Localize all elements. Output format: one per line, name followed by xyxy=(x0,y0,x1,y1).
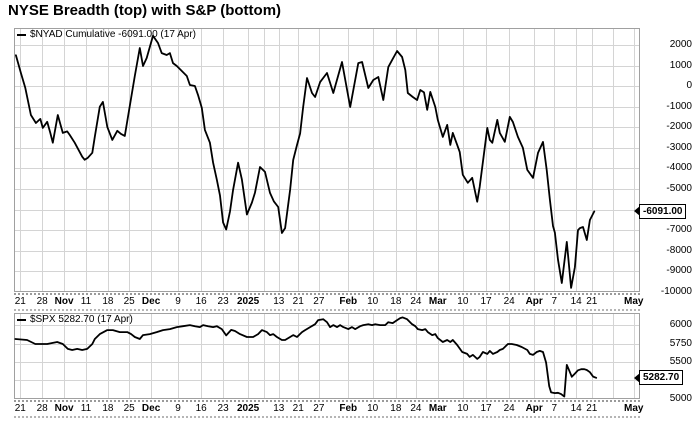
value-arrow-icon xyxy=(634,372,640,383)
x-tick-label: 28 xyxy=(36,296,48,307)
x-tick-label: 10 xyxy=(367,403,379,414)
x-tick-label: 7 xyxy=(551,296,558,307)
x-tick-label: 7 xyxy=(551,403,558,414)
x-tick-label: 21 xyxy=(14,403,26,414)
x-tick-label: 10 xyxy=(457,296,469,307)
x-tick-label: 13 xyxy=(273,296,285,307)
y-tick-label: -5000 xyxy=(666,182,692,194)
nyad-legend: $NYAD Cumulative -6091.00 (17 Apr) xyxy=(17,29,196,40)
x-tick-label: 27 xyxy=(313,403,325,414)
x-tick-label: 21 xyxy=(14,296,26,307)
x-tick-label: 18 xyxy=(102,296,114,307)
y-tick-label: -3000 xyxy=(666,141,692,153)
x-tick-label: 11 xyxy=(80,403,92,414)
x-tick-label: Apr xyxy=(525,403,543,414)
plot-border xyxy=(14,313,640,399)
x-tick-label: 13 xyxy=(273,403,285,414)
x-tick-label: 21 xyxy=(586,296,598,307)
nyad-cumulative-plot xyxy=(14,28,640,292)
x-tick-label: 21 xyxy=(292,403,304,414)
y-tick-label: -2000 xyxy=(666,121,692,133)
nyad-last-value: -6091.00 xyxy=(639,203,687,219)
x-tick-label: Feb xyxy=(339,296,358,307)
x-tick-label: 10 xyxy=(367,296,379,307)
y-tick-label: -9000 xyxy=(666,265,692,277)
x-tick-label: 25 xyxy=(123,296,135,307)
x-tick-label: 10 xyxy=(457,403,469,414)
y-tick-label: -8000 xyxy=(666,244,692,256)
x-tick-label: May xyxy=(624,403,644,414)
spx-legend: $SPX 5282.70 (17 Apr) xyxy=(17,314,133,325)
nyad-legend-label: $NYAD Cumulative -6091.00 (17 Apr) xyxy=(30,29,197,40)
x-tick-label: 14 xyxy=(570,403,582,414)
spx-x-axis: 21 28 Nov 11 18 25 Dec 9 16 23 2025 13 21 27 Feb 10 18 24… xyxy=(14,400,644,418)
x-tick-label: 9 xyxy=(175,403,181,414)
value-arrow-icon xyxy=(634,206,640,217)
x-tick-label: 9 xyxy=(175,296,181,307)
spx-legend-label: $SPX 5282.70 (17 Apr) xyxy=(30,314,133,325)
x-tick-label: 18 xyxy=(102,403,114,414)
y-tick-label: 1000 xyxy=(669,59,692,71)
y-tick-label: -7000 xyxy=(666,224,692,236)
x-tick-label: 18 xyxy=(390,403,402,414)
x-tick-label: 27 xyxy=(313,296,325,307)
x-tick-label: Dec xyxy=(141,296,161,307)
y-tick-label: 5000 xyxy=(669,392,692,404)
x-tick-label: May xyxy=(624,296,644,307)
x-tick-label: Apr xyxy=(525,296,543,307)
x-tick-label: 28 xyxy=(36,403,48,414)
x-tick-label: 24 xyxy=(503,403,515,414)
x-tick-label: 18 xyxy=(390,296,402,307)
x-tick-label: Nov xyxy=(54,403,74,414)
x-tick-label: 24 xyxy=(410,296,422,307)
x-tick-label: Dec xyxy=(141,403,161,414)
spx-last-value: 5282.70 xyxy=(639,370,684,386)
nyad-last-value-badge: -6091.00 xyxy=(634,203,687,219)
x-tick-label: 21 xyxy=(292,296,304,307)
x-tick-label: 17 xyxy=(480,403,492,414)
legend-line-swatch xyxy=(17,318,26,321)
y-tick-label: 0 xyxy=(686,80,692,92)
x-tick-label: 17 xyxy=(480,296,492,307)
x-tick-label: Mar xyxy=(428,403,447,414)
spx-last-value-badge: 5282.70 xyxy=(634,370,684,386)
x-tick-label: 16 xyxy=(195,403,207,414)
spx-plot xyxy=(14,313,640,399)
y-tick-label: 5500 xyxy=(669,355,692,367)
x-tick-label: 25 xyxy=(123,403,135,414)
x-tick-label: Mar xyxy=(428,296,447,307)
x-tick-label: 14 xyxy=(570,296,582,307)
x-tick-label: 11 xyxy=(80,296,92,307)
x-tick-label: Nov xyxy=(54,296,74,307)
x-tick-label: 2025 xyxy=(236,403,260,414)
nyad-cumulative-line xyxy=(15,34,596,289)
x-tick-label: 21 xyxy=(586,403,598,414)
x-tick-label: 23 xyxy=(217,403,229,414)
legend-line-swatch xyxy=(17,33,26,36)
y-tick-label: 6000 xyxy=(669,319,692,331)
y-tick-label: -10000 xyxy=(660,285,692,297)
nyad-x-axis: 21 28 Nov 11 18 25 Dec 9 16 23 2025 13 21 27 Feb 10 18 24… xyxy=(14,293,644,311)
x-tick-label: Feb xyxy=(339,403,358,414)
x-tick-label: 23 xyxy=(217,296,229,307)
plot-border xyxy=(14,28,640,292)
x-tick-label: 24 xyxy=(410,403,422,414)
x-tick-label: 16 xyxy=(195,296,207,307)
y-tick-label: -1000 xyxy=(666,100,692,112)
y-tick-label: -4000 xyxy=(666,162,692,174)
x-tick-label: 2025 xyxy=(236,296,260,307)
y-tick-label: 5750 xyxy=(669,337,692,349)
spx-line xyxy=(14,316,598,398)
x-tick-label: 24 xyxy=(503,296,515,307)
page-title: NYSE Breadth (top) with S&P (bottom) xyxy=(8,2,282,19)
y-tick-label: 2000 xyxy=(669,39,692,51)
